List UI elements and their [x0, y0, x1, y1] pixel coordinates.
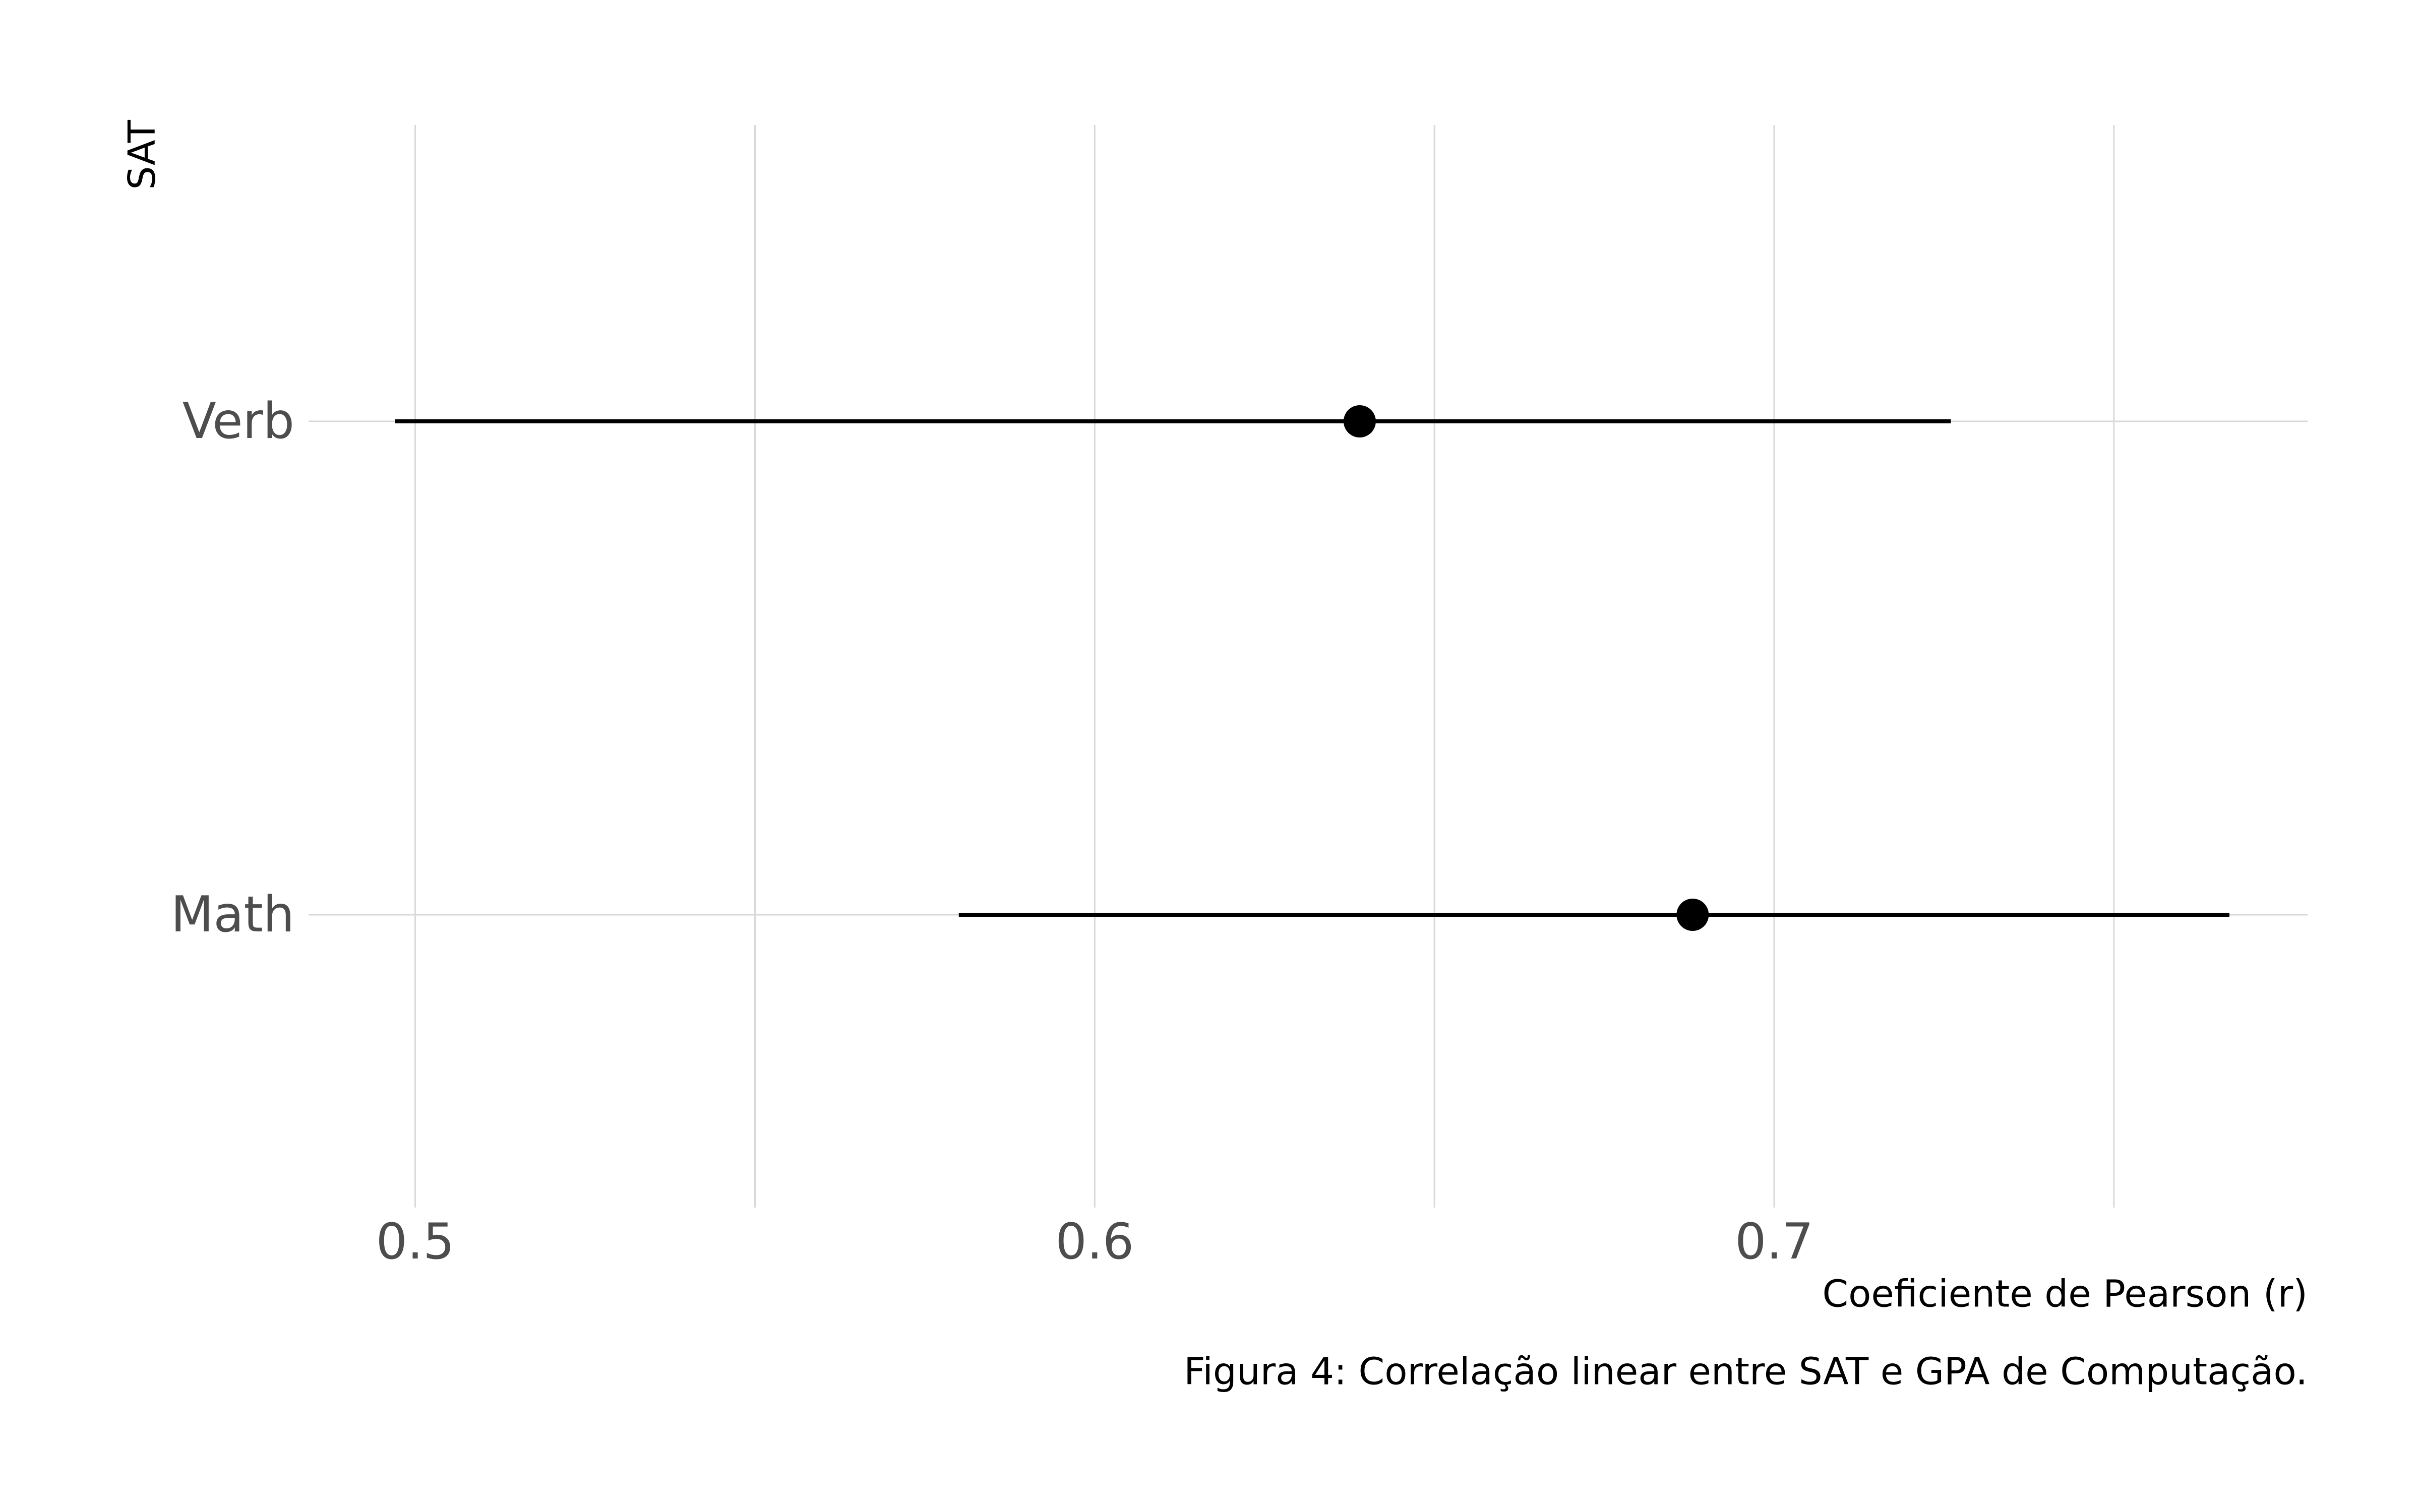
x-tick-label-1: 0.6: [1055, 1213, 1134, 1271]
figure-caption: Figura 4: Correlação linear entre SAT e …: [1184, 1350, 2308, 1394]
point-verb: [1343, 405, 1376, 437]
category-gridlines: [309, 420, 2308, 916]
x-tick-labels: 0.5 0.6 0.7: [376, 1213, 1813, 1271]
y-tick-label-verb: Verb: [183, 393, 294, 450]
x-tick-label-0: 0.5: [376, 1213, 455, 1271]
x-axis-title: Coeficiente de Pearson (r): [1822, 1273, 2308, 1316]
minor-gridlines: [754, 125, 2115, 1208]
x-tick-label-2: 0.7: [1735, 1213, 1813, 1271]
major-gridlines: [414, 125, 1775, 1208]
confidence-intervals: [395, 419, 2230, 917]
estimate-points: [1343, 405, 1709, 931]
y-tick-label-math: Math: [171, 886, 294, 943]
point-math: [1676, 899, 1709, 931]
y-tick-labels: Math Verb: [171, 393, 294, 943]
y-axis-title: SAT: [120, 119, 164, 190]
